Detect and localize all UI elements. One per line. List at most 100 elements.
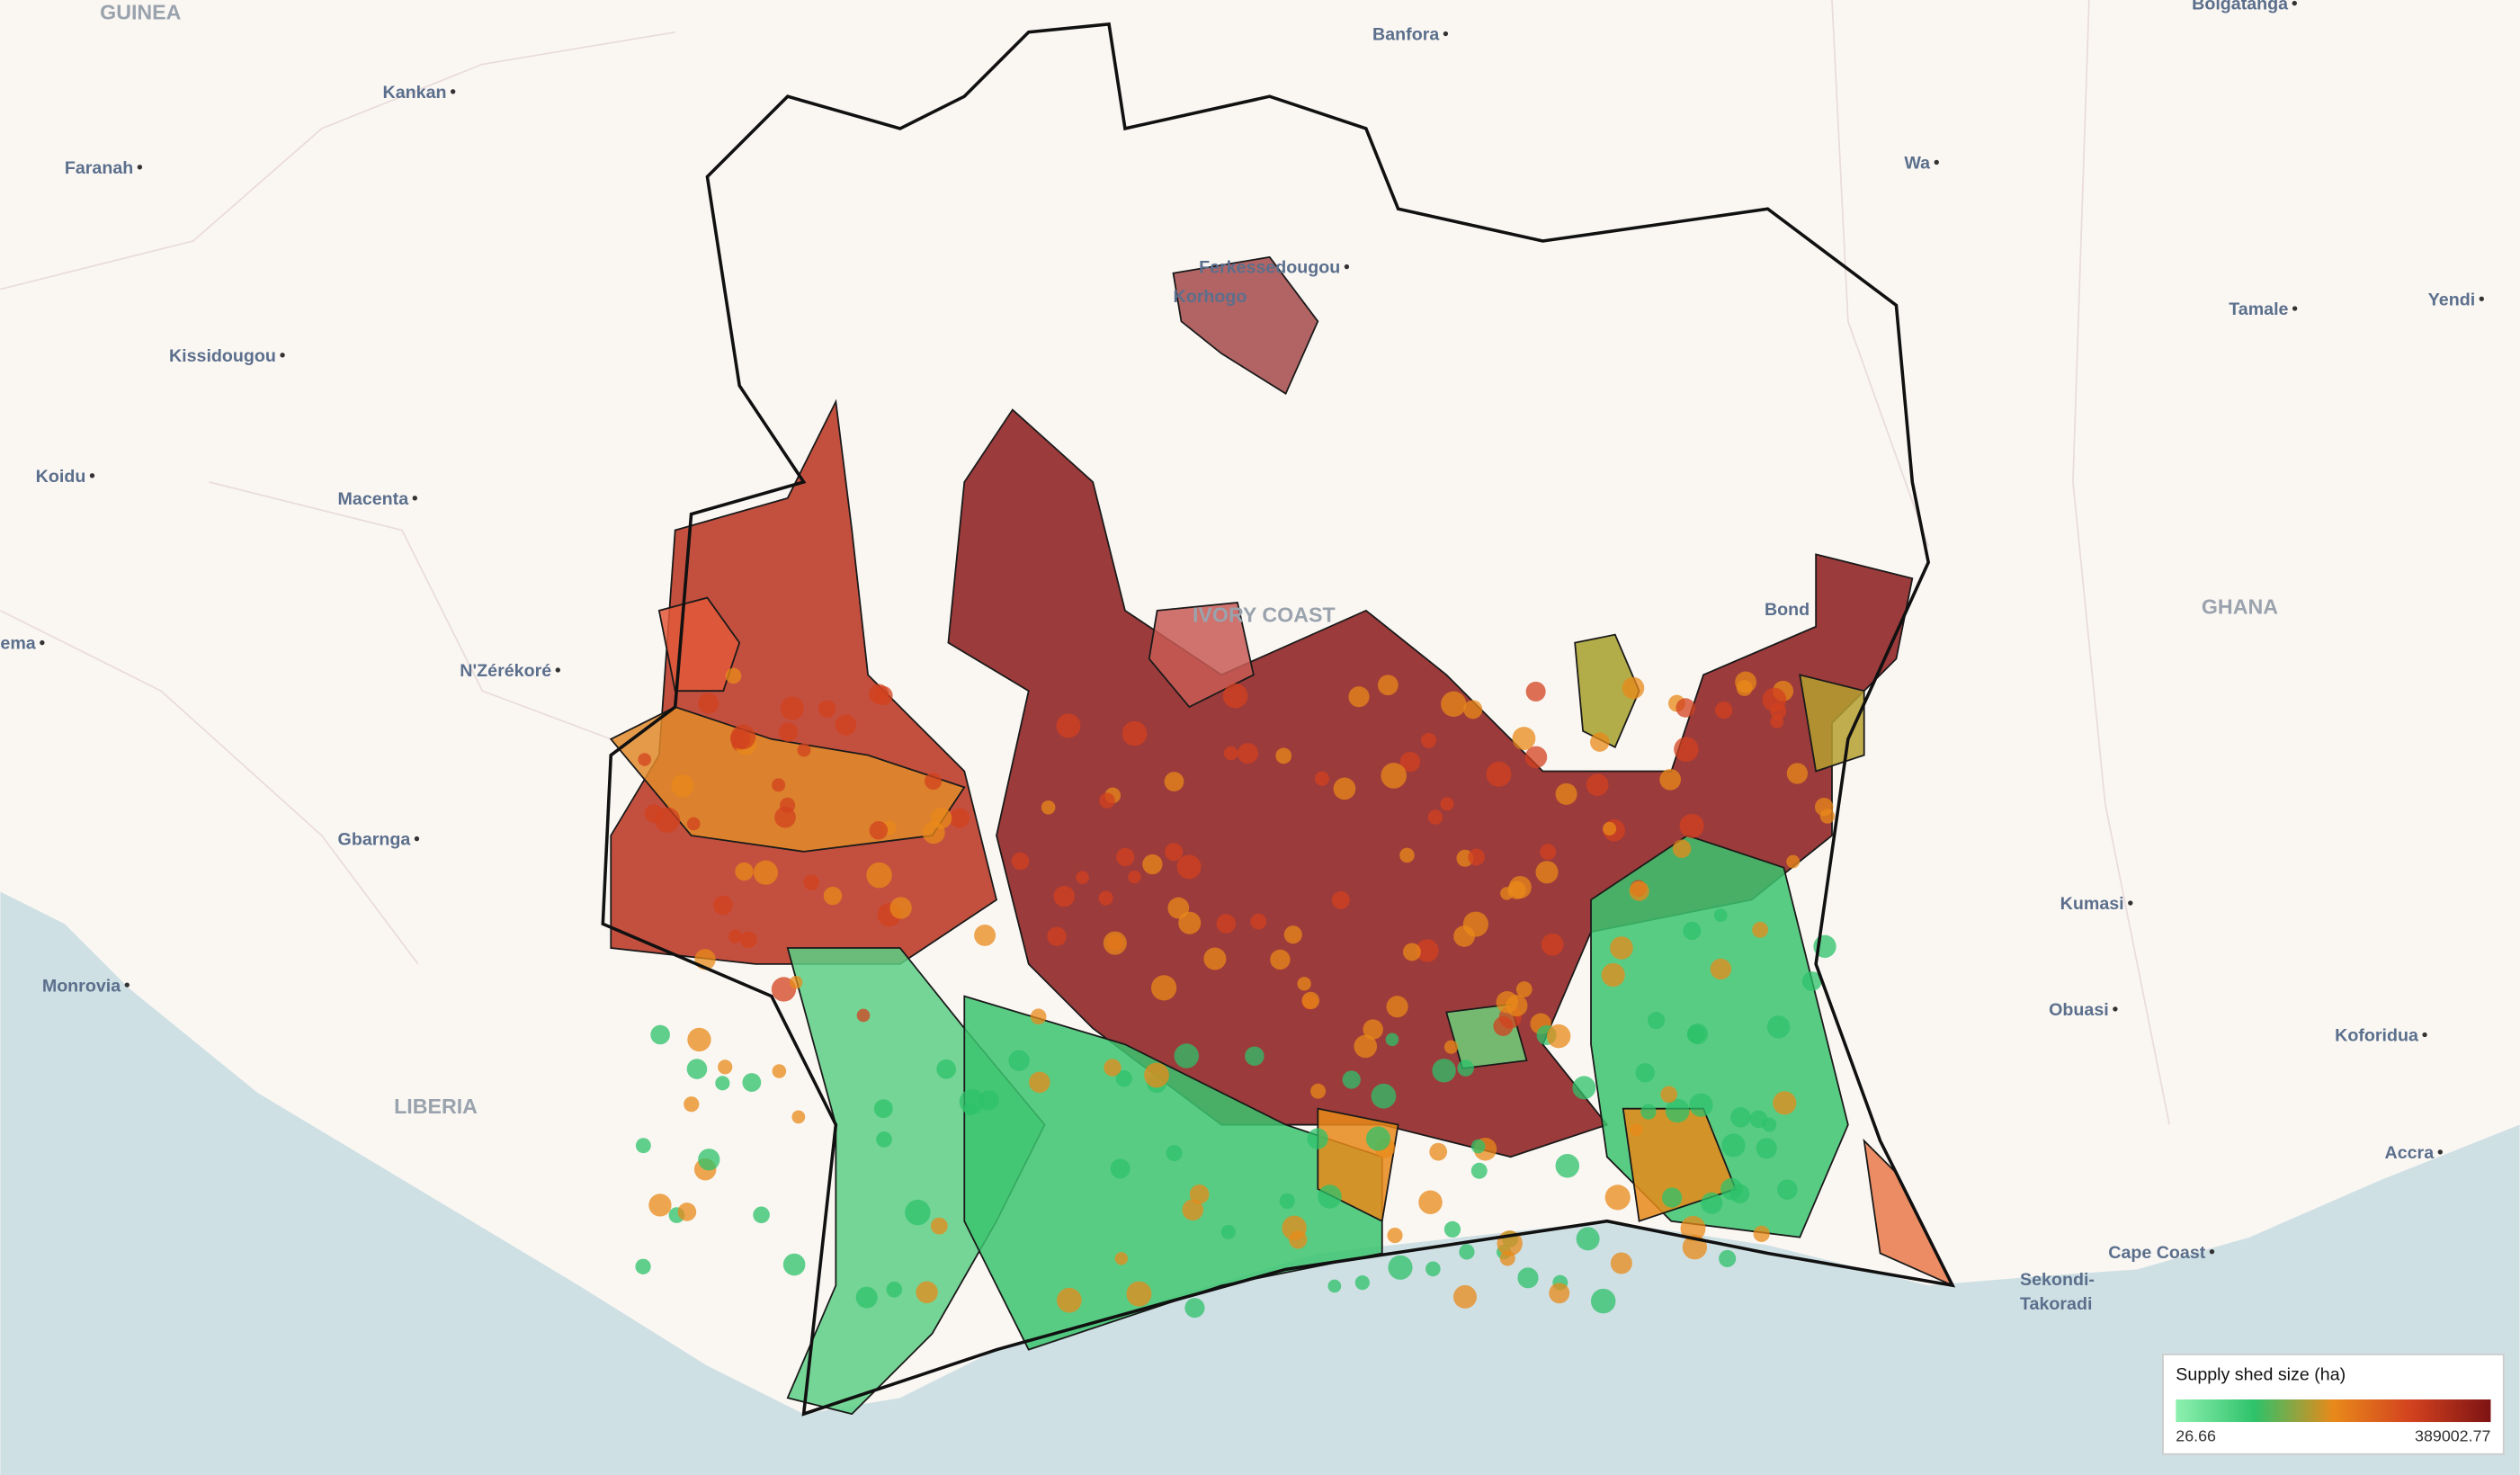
place-label: Obuasi bbox=[2049, 1000, 2109, 1020]
place-label: Banfora bbox=[1372, 25, 1440, 45]
supply-point bbox=[684, 1096, 700, 1113]
supply-point bbox=[1535, 861, 1559, 884]
supply-point bbox=[789, 976, 803, 989]
supply-point bbox=[1377, 675, 1399, 696]
supply-point bbox=[1116, 847, 1135, 867]
supply-point bbox=[1635, 1063, 1655, 1083]
supply-point bbox=[1076, 871, 1089, 884]
supply-point bbox=[1622, 676, 1645, 700]
supply-point bbox=[1282, 1215, 1307, 1241]
supply-point bbox=[1546, 1024, 1571, 1049]
supply-point bbox=[742, 1073, 762, 1092]
supply-point bbox=[1184, 1298, 1205, 1319]
supply-point bbox=[1403, 943, 1421, 961]
supply-point bbox=[1786, 763, 1809, 784]
place-label: Koidu bbox=[36, 467, 86, 487]
supply-point bbox=[774, 806, 796, 828]
supply-point bbox=[1385, 1032, 1399, 1047]
supply-point bbox=[638, 753, 652, 766]
supply-point bbox=[1275, 747, 1292, 764]
supply-point bbox=[1223, 746, 1238, 761]
supply-point bbox=[1399, 847, 1415, 863]
supply-point bbox=[855, 1286, 878, 1309]
place-dot bbox=[2437, 1149, 2443, 1155]
supply-point bbox=[1365, 1126, 1390, 1151]
legend: Supply shed size (ha) 26.66 389002.77 bbox=[2162, 1354, 2505, 1455]
supply-point bbox=[677, 1202, 697, 1221]
supply-point bbox=[1144, 1062, 1169, 1088]
supply-point bbox=[1318, 1184, 1342, 1209]
supply-point bbox=[686, 817, 701, 831]
supply-point bbox=[1720, 1177, 1743, 1201]
supply-point bbox=[1549, 1283, 1570, 1304]
supply-point bbox=[1331, 890, 1350, 909]
place-label: Gbarnga bbox=[338, 830, 412, 850]
supply-point bbox=[635, 1138, 651, 1154]
place-dot bbox=[2422, 1032, 2427, 1038]
place-label: Kumasi bbox=[2060, 894, 2124, 914]
supply-point bbox=[1425, 1261, 1441, 1277]
supply-point bbox=[916, 1281, 938, 1304]
supply-point bbox=[1647, 1012, 1666, 1030]
supply-point bbox=[1640, 1104, 1657, 1120]
supply-point bbox=[922, 821, 945, 845]
supply-point bbox=[730, 724, 756, 750]
supply-point bbox=[1167, 897, 1190, 919]
supply-point bbox=[1164, 772, 1184, 791]
place-label: Wa bbox=[1904, 154, 1931, 174]
supply-point bbox=[1508, 875, 1532, 899]
place-label: Korhogo bbox=[1174, 287, 1247, 307]
supply-point bbox=[1660, 1086, 1678, 1104]
place-dot bbox=[555, 667, 560, 673]
supply-point bbox=[1307, 1128, 1328, 1149]
supply-point bbox=[1165, 843, 1184, 862]
supply-point bbox=[1126, 1281, 1152, 1307]
supply-point bbox=[1128, 870, 1141, 884]
supply-point bbox=[1220, 1224, 1236, 1239]
place-dot bbox=[124, 982, 130, 988]
supply-point bbox=[1590, 1288, 1616, 1314]
supply-point bbox=[1470, 1162, 1488, 1179]
supply-point bbox=[974, 924, 996, 946]
supply-point bbox=[823, 886, 843, 906]
supply-point bbox=[1499, 1250, 1515, 1266]
supply-point bbox=[1674, 737, 1699, 762]
borders bbox=[0, 0, 2171, 1125]
place-label: Takoradi bbox=[2020, 1294, 2092, 1314]
supply-sheds bbox=[609, 255, 1954, 1416]
supply-point bbox=[635, 1258, 651, 1274]
supply-point bbox=[1381, 763, 1407, 789]
supply-point bbox=[936, 1059, 957, 1079]
supply-point bbox=[876, 1131, 892, 1148]
supply-point bbox=[1387, 1228, 1403, 1244]
supply-point bbox=[873, 685, 893, 706]
place-dot bbox=[137, 165, 143, 170]
supply-point bbox=[654, 807, 681, 833]
supply-point bbox=[1203, 947, 1227, 970]
legend-max: 389002.77 bbox=[2415, 1426, 2490, 1444]
supply-point bbox=[1630, 1122, 1643, 1137]
place-dot bbox=[89, 473, 95, 478]
place-dot bbox=[2292, 306, 2298, 311]
supply-point bbox=[1786, 854, 1801, 869]
place-label: GHANA bbox=[2202, 594, 2278, 618]
supply-point bbox=[712, 895, 733, 916]
supply-point bbox=[979, 1090, 999, 1111]
supply-point bbox=[1629, 881, 1649, 901]
place-dot bbox=[2113, 1006, 2118, 1012]
supply-point bbox=[1753, 1225, 1770, 1242]
supply-point bbox=[889, 897, 912, 919]
supply-point bbox=[1327, 1279, 1342, 1293]
supply-point bbox=[1462, 911, 1488, 937]
supply-point bbox=[1777, 1179, 1798, 1200]
supply-point bbox=[1142, 854, 1163, 875]
supply-point bbox=[1098, 890, 1113, 906]
supply-point bbox=[1189, 1184, 1210, 1204]
supply-point bbox=[1182, 1199, 1204, 1220]
place-dot bbox=[412, 496, 417, 501]
supply-point bbox=[1388, 1255, 1413, 1280]
supply-point bbox=[1710, 958, 1732, 980]
place-label: Kissidougou bbox=[169, 346, 276, 366]
place-dot bbox=[450, 89, 456, 94]
